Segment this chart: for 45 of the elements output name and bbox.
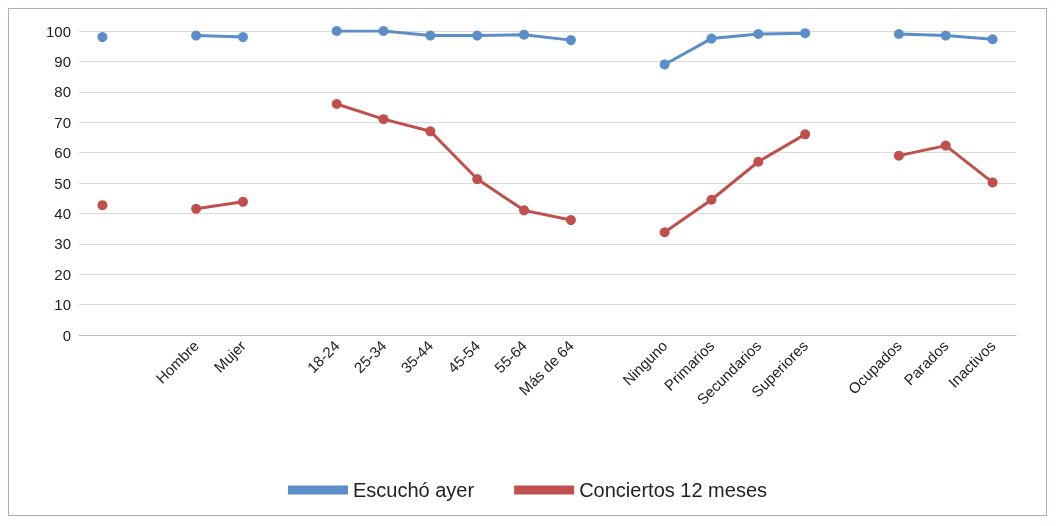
point <box>893 29 904 40</box>
y-tick-label: 30 <box>54 235 71 253</box>
point <box>706 33 717 44</box>
point <box>659 59 670 70</box>
point <box>940 30 951 41</box>
point <box>425 126 436 137</box>
point <box>331 26 342 36</box>
y-tick-label: 100 <box>45 22 71 40</box>
y-tick-label: 60 <box>54 144 71 162</box>
y-tick-label: 80 <box>54 83 71 101</box>
point <box>237 32 248 43</box>
point <box>893 150 904 161</box>
point <box>237 196 248 207</box>
y-tick-label: 50 <box>54 174 71 192</box>
point <box>519 29 530 40</box>
point <box>706 194 717 205</box>
point <box>331 98 342 109</box>
legend-label: Conciertos 12 meses <box>579 479 768 501</box>
point <box>191 30 202 41</box>
point <box>753 29 764 40</box>
y-tick-label: 10 <box>54 296 71 314</box>
point <box>753 156 764 167</box>
point <box>800 28 811 39</box>
point <box>378 26 389 36</box>
point <box>565 215 576 226</box>
point <box>519 205 530 216</box>
point <box>987 34 998 45</box>
point <box>800 129 811 140</box>
point <box>472 174 483 185</box>
point <box>425 30 436 41</box>
point <box>378 114 389 125</box>
point <box>97 32 108 43</box>
y-tick-label: 90 <box>54 52 71 70</box>
point <box>987 177 998 188</box>
point <box>97 200 108 211</box>
y-tick-label: 0 <box>62 326 71 344</box>
y-tick-label: 40 <box>54 204 71 222</box>
point <box>472 30 483 41</box>
legend-label: Escuchó ayer <box>352 479 475 501</box>
point <box>659 227 670 238</box>
y-tick-label: 70 <box>54 113 71 131</box>
point <box>565 35 576 46</box>
point <box>940 140 951 151</box>
point <box>191 203 202 214</box>
y-tick-label: 20 <box>54 265 71 283</box>
